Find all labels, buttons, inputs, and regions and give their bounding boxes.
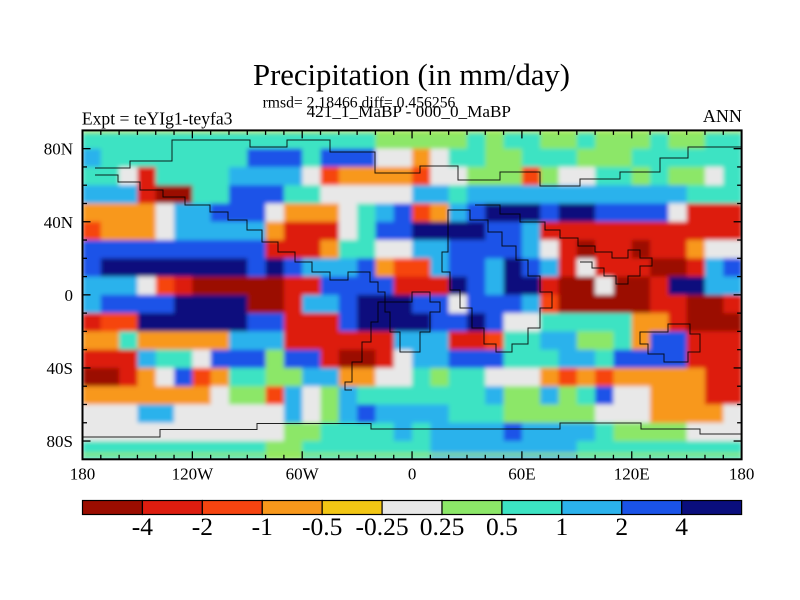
svg-text:-2: -2 (192, 512, 213, 541)
svg-text:2: 2 (615, 512, 628, 541)
svg-text:0: 0 (408, 465, 417, 484)
svg-text:180: 180 (729, 465, 755, 484)
svg-text:40N: 40N (44, 213, 73, 232)
svg-text:ANN: ANN (703, 106, 742, 126)
svg-text:180: 180 (70, 465, 96, 484)
svg-text:-1: -1 (252, 512, 273, 541)
svg-text:-0.25: -0.25 (356, 512, 409, 541)
svg-text:421_1_MaBP - 000_0_MaBP: 421_1_MaBP - 000_0_MaBP (307, 102, 511, 121)
svg-text:60W: 60W (286, 465, 320, 484)
svg-text:120W: 120W (172, 465, 215, 484)
svg-text:Precipitation (in mm/day): Precipitation (in mm/day) (253, 57, 570, 92)
svg-text:0.5: 0.5 (486, 512, 518, 541)
svg-text:0.25: 0.25 (420, 512, 465, 541)
svg-text:120E: 120E (614, 465, 650, 484)
svg-text:rmsd= 2.18466 diff= 0.456256: rmsd= 2.18466 diff= 0.456256 (263, 95, 456, 112)
svg-text:-4: -4 (132, 512, 153, 541)
svg-text:80N: 80N (44, 140, 73, 159)
svg-text:4: 4 (675, 512, 688, 541)
svg-text:-0.5: -0.5 (302, 512, 342, 541)
svg-text:80S: 80S (47, 432, 73, 451)
svg-text:Expt = teYIg1-teyfa3: Expt = teYIg1-teyfa3 (82, 109, 233, 129)
svg-text:1: 1 (555, 512, 568, 541)
svg-text:40S: 40S (47, 359, 73, 378)
svg-text:0: 0 (65, 286, 74, 305)
svg-text:60E: 60E (508, 465, 535, 484)
